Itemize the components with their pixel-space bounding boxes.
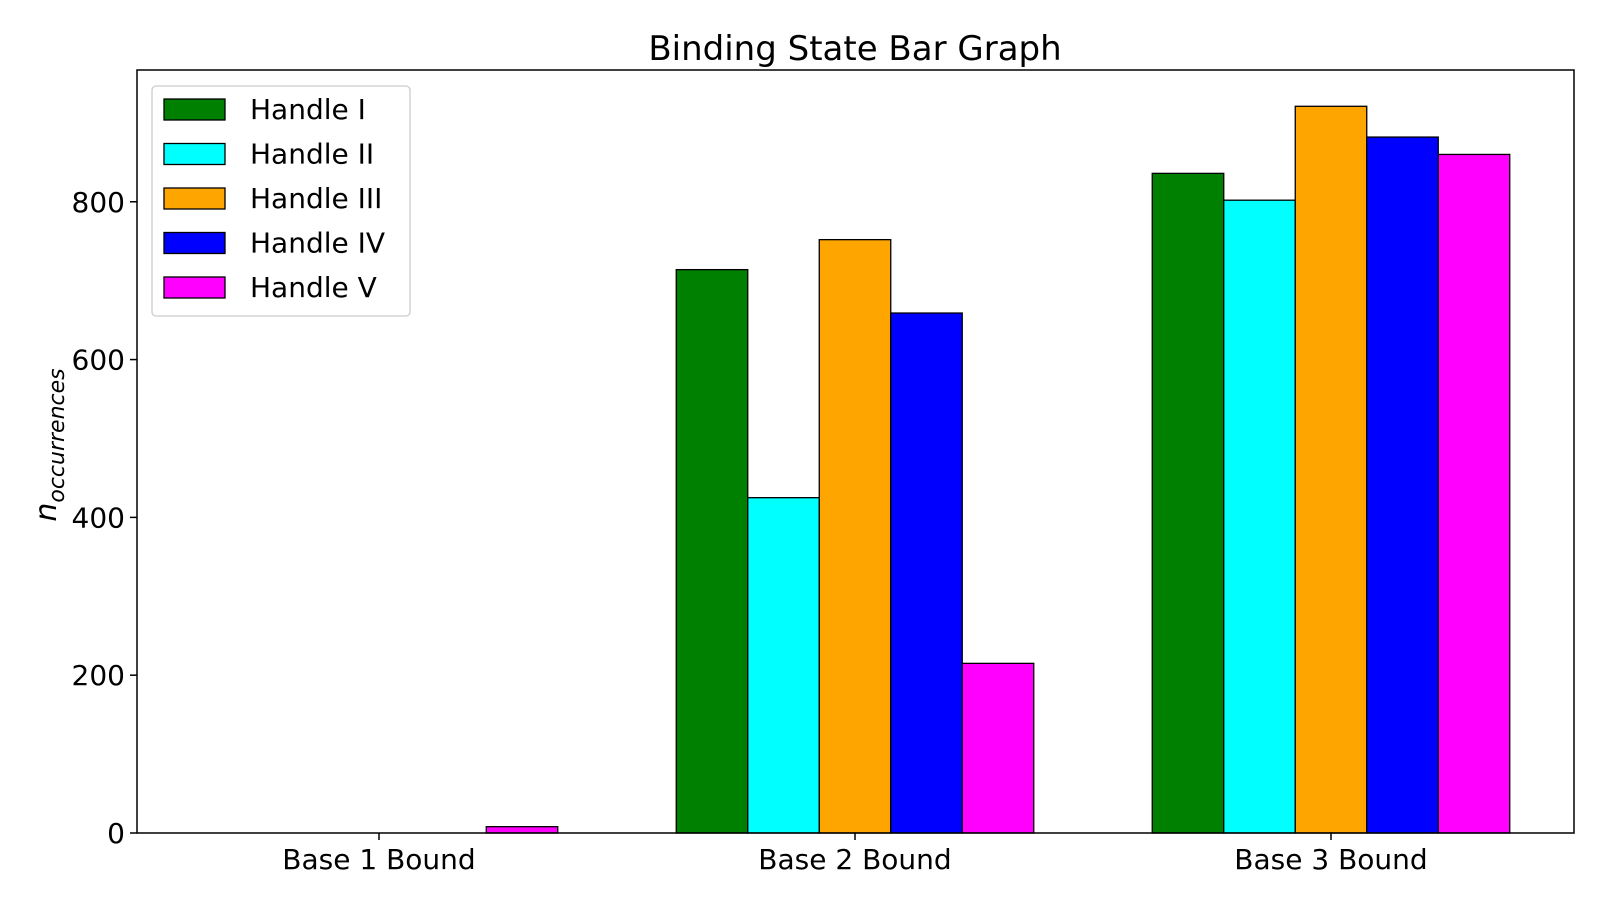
legend-swatch-2 bbox=[163, 142, 226, 166]
legend-swatch-5 bbox=[163, 276, 226, 299]
x-tick-label: Base 3 Bound bbox=[1234, 843, 1427, 876]
legend-label-2: Handle II bbox=[250, 138, 374, 171]
bars-layer bbox=[485, 105, 1511, 834]
bar-3-category-2 bbox=[818, 238, 892, 834]
bar-1-category-2 bbox=[675, 268, 749, 834]
bar-3-category-3 bbox=[1294, 105, 1368, 834]
legend-swatch-3 bbox=[163, 187, 226, 210]
y-axis-label: noccurrences bbox=[29, 368, 70, 521]
bar-1-category-3 bbox=[1151, 172, 1225, 834]
y-axis-ticks: 0 200 400 600 800 bbox=[72, 186, 137, 850]
legend-swatch-1 bbox=[163, 98, 226, 121]
x-tick-label: Base 2 Bound bbox=[758, 843, 951, 876]
bar-2-category-3 bbox=[1223, 199, 1296, 834]
y-axis-label-base: n bbox=[29, 503, 64, 522]
svg-text:noccurrences: noccurrences bbox=[29, 368, 70, 521]
legend-label-5: Handle V bbox=[250, 271, 377, 304]
bar-4-category-2 bbox=[890, 312, 963, 834]
y-tick-label: 600 bbox=[72, 344, 125, 377]
bar-4-category-3 bbox=[1366, 136, 1439, 834]
legend: Handle I Handle II Handle III Handle IV Hand… bbox=[151, 85, 411, 317]
legend-label-3: Handle III bbox=[250, 182, 382, 215]
legend-label-4: Handle IV bbox=[250, 227, 385, 260]
plot-frame bbox=[136, 69, 1575, 834]
x-axis-ticks: Base 1 Bound Base 2 Bound Base 3 Bound bbox=[282, 833, 1428, 876]
bar-2-category-2 bbox=[747, 497, 820, 834]
legend-swatch-4 bbox=[163, 231, 226, 255]
x-tick-label: Base 1 Bound bbox=[282, 843, 475, 876]
y-tick-label: 800 bbox=[72, 186, 125, 219]
bar-5-category-2 bbox=[961, 662, 1035, 834]
y-tick-label: 200 bbox=[72, 659, 125, 692]
legend-label-1: Handle I bbox=[250, 93, 366, 126]
chart-title: Binding State Bar Graph bbox=[648, 29, 1061, 69]
bar-5-category-1 bbox=[485, 826, 559, 834]
y-axis-label-subscript: occurrences bbox=[45, 368, 70, 502]
y-tick-label: 400 bbox=[72, 501, 125, 534]
bar-5-category-3 bbox=[1437, 153, 1511, 834]
y-tick-label: 0 bbox=[107, 817, 125, 850]
